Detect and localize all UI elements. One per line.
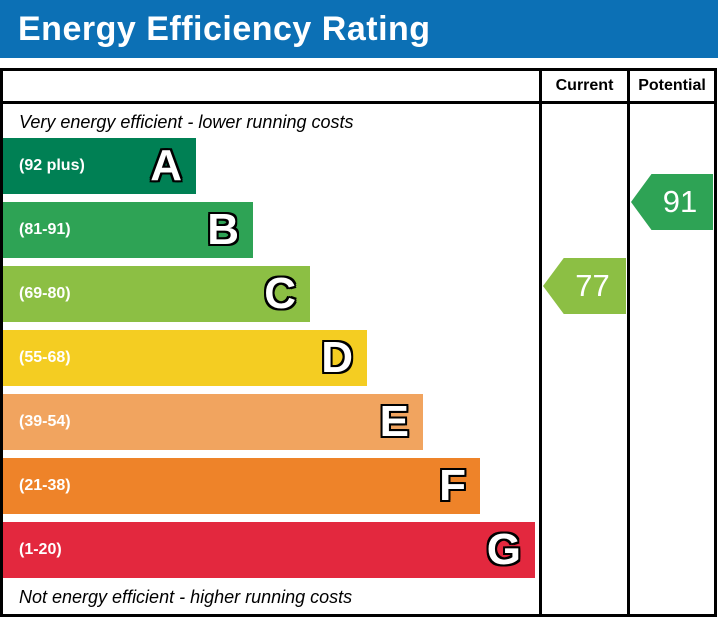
header-spacer-cell	[3, 71, 539, 101]
current-rating-value: 77	[575, 268, 610, 303]
band-range-label: (69-80)	[19, 285, 71, 302]
band-row-a: (92 plus) A	[3, 138, 196, 194]
page-title: Energy Efficiency Rating	[18, 9, 431, 48]
band-letter: F	[439, 461, 466, 510]
band-row-f: (21-38) F	[3, 458, 480, 514]
band-range-label: (21-38)	[19, 477, 71, 494]
band-row-b: (81-91) B	[3, 202, 253, 258]
table-body: Very energy efficient - lower running co…	[3, 104, 714, 614]
band-letter: C	[264, 269, 296, 318]
top-note: Very energy efficient - lower running co…	[19, 112, 354, 132]
band-letter: G	[486, 525, 521, 574]
band-letter: E	[379, 397, 409, 446]
current-column-header: Current	[539, 71, 627, 101]
band-row-g: (1-20) G	[3, 522, 535, 578]
band-letter: B	[207, 205, 239, 254]
band-range-label: (55-68)	[19, 349, 71, 366]
band-range-label: (1-20)	[19, 541, 62, 558]
band-letter: A	[150, 141, 182, 190]
bands-column: Very energy efficient - lower running co…	[3, 104, 539, 614]
bottom-note: Not energy efficient - higher running co…	[19, 587, 353, 607]
title-bar: Energy Efficiency Rating	[0, 0, 718, 58]
band-row-c: (69-80) C	[3, 266, 310, 322]
band-row-d: (55-68) D	[3, 330, 367, 386]
band-letter: D	[321, 333, 353, 382]
band-range-label: (39-54)	[19, 413, 71, 430]
potential-rating-value: 91	[662, 184, 698, 219]
band-row-e: (39-54) E	[3, 394, 423, 450]
band-range-label: (92 plus)	[19, 157, 85, 174]
potential-column-header: Potential	[627, 71, 714, 101]
current-column: 77	[539, 104, 627, 614]
potential-column: 91	[627, 104, 714, 614]
band-range-label: (81-91)	[19, 221, 71, 238]
table-header-row: Current Potential	[3, 71, 714, 104]
rating-table: Current Potential Very energy efficient …	[0, 68, 717, 617]
current-rating-arrow: 77	[543, 258, 626, 314]
potential-rating-arrow: 91	[631, 174, 713, 230]
